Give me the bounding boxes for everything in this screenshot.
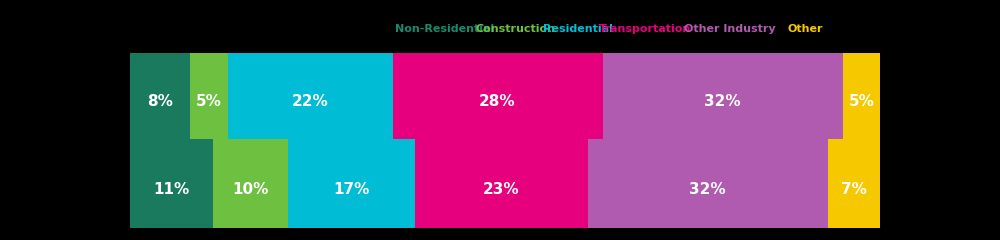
Text: Construction: Construction [475,24,555,34]
Text: 32%: 32% [689,182,726,197]
Text: Non-Residential: Non-Residential [395,24,495,34]
Text: 17%: 17% [333,182,369,197]
Text: Other Industry: Other Industry [684,24,776,34]
Bar [828,139,880,240]
Text: 11%: 11% [153,182,189,197]
Text: Residential: Residential [543,24,613,34]
Text: 28%: 28% [479,94,516,109]
Bar [130,51,190,153]
Text: Other: Other [787,24,823,34]
Bar [190,51,228,153]
Text: 5%: 5% [848,94,874,109]
Text: Transportation: Transportation [599,24,691,34]
Bar [842,51,880,153]
Bar [392,51,602,153]
Text: 22%: 22% [292,94,328,109]
Bar [588,139,828,240]
Bar [228,51,392,153]
Text: 8%: 8% [147,94,173,109]
Text: 32%: 32% [704,94,741,109]
Text: 5%: 5% [196,94,222,109]
Bar [415,139,588,240]
Bar [288,139,415,240]
Text: 10%: 10% [232,182,268,197]
Bar [602,51,842,153]
Bar [212,139,288,240]
Text: 7%: 7% [841,182,867,197]
Text: 23%: 23% [483,182,520,197]
Bar [130,139,212,240]
